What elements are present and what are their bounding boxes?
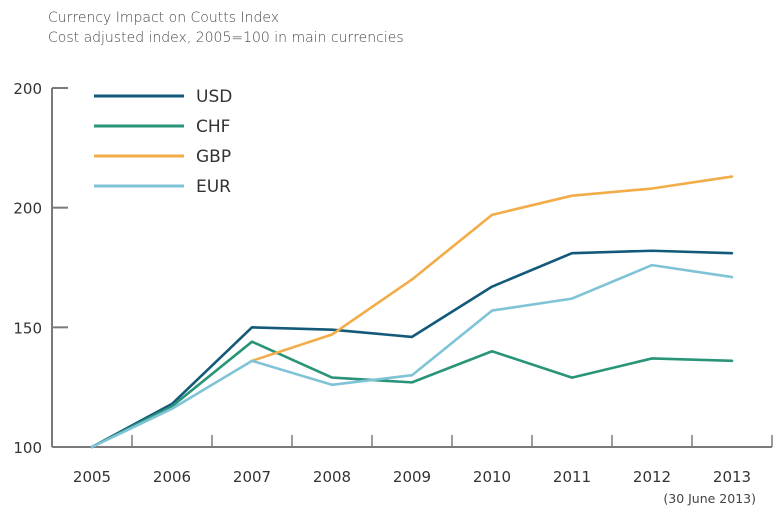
- x-tick-label: 2006: [153, 468, 191, 486]
- legend-label-eur: EUR: [196, 177, 231, 197]
- x-tick-label: 2008: [313, 468, 351, 486]
- x-tick-label: 2013: [713, 468, 751, 486]
- legend-label-usd: USD: [196, 87, 232, 107]
- y-tick-label: 200: [13, 80, 42, 98]
- x-tick-label: 2011: [553, 468, 591, 486]
- chart-title: Currency Impact on Coutts Index: [48, 10, 280, 26]
- axes: 100 150 200 200 2005 2006 2007 2008 2009 2010 2011…: [13, 80, 773, 506]
- series-line-eur: [90, 263, 734, 449]
- legend: USD CHF GBP EUR: [94, 87, 232, 197]
- series-line-gbp: [250, 175, 734, 363]
- chart-title-block: Currency Impact on Coutts Index Cost adj…: [48, 8, 404, 48]
- legend-label-gbp: GBP: [196, 147, 231, 167]
- x-tick-label: 2009: [393, 468, 431, 486]
- x-axis-note: (30 June 2013): [663, 491, 756, 506]
- y-tick-label: 150: [13, 319, 42, 337]
- x-tick-label: 2012: [633, 468, 671, 486]
- y-tick-label: 100: [13, 439, 42, 457]
- series-line-usd: [90, 249, 734, 449]
- x-tick-label: 2007: [233, 468, 271, 486]
- chart-subtitle: Cost adjusted index, 2005=100 in main cu…: [48, 30, 404, 46]
- series-line-chf: [90, 340, 734, 449]
- series-lines: [90, 175, 734, 449]
- x-tick-label: 2010: [473, 468, 511, 486]
- legend-label-chf: CHF: [196, 117, 230, 137]
- y-tick-label: 200: [13, 200, 42, 218]
- x-tick-label: 2005: [73, 468, 111, 486]
